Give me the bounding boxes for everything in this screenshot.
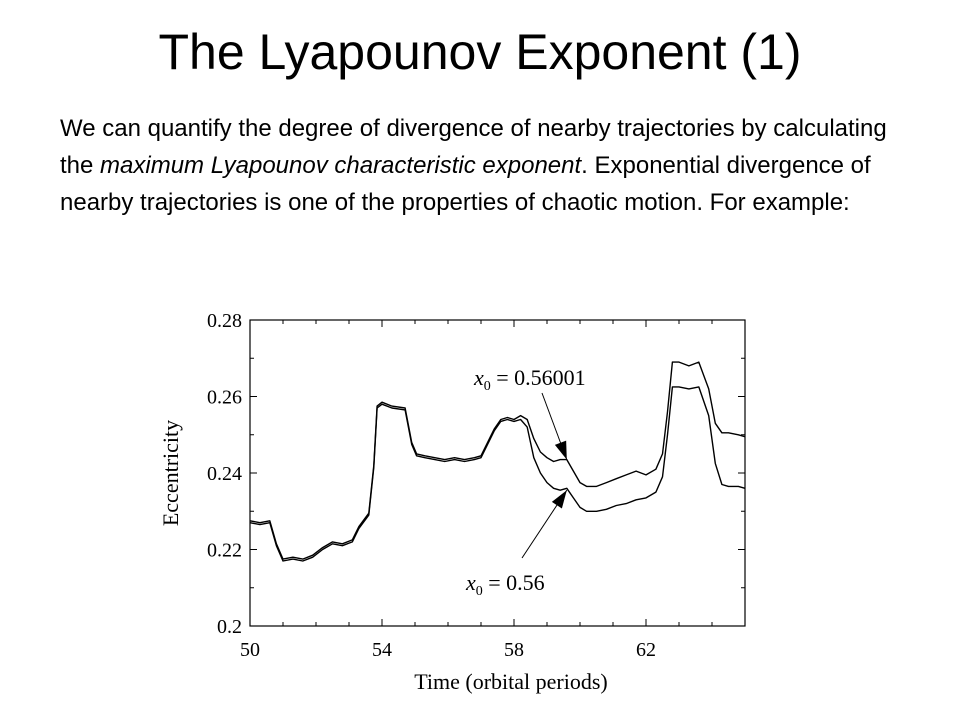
series-line-2 [249, 386, 746, 562]
body-paragraph: We can quantify the degree of divergence… [60, 110, 900, 221]
annotation-label: x0 = 0.56 [465, 570, 545, 599]
x-tick-label: 54 [372, 639, 392, 661]
annotation-label: x0 = 0.56001 [473, 365, 586, 394]
x-tick-label: 50 [240, 639, 260, 661]
annotation-2: x0 = 0.56 [465, 489, 568, 599]
paragraph-part1: We can quantify the degree of divergence… [60, 115, 887, 179]
annotation-1: x0 = 0.56001 [473, 365, 586, 460]
x-axis-label: Time (orbital periods) [414, 669, 608, 694]
paragraph-part2: . Exponential divergence of nearby traje… [60, 152, 871, 216]
annotation-arrowhead [551, 490, 567, 509]
ticks-group: 50 54 58 62 0.2 0.22 0.24 0.26 0.28 [207, 310, 745, 661]
series-group [249, 361, 746, 562]
x-tick-label: 58 [504, 639, 524, 661]
y-tick-label: 0.28 [207, 310, 242, 332]
slide-title: The Lyapounov Exponent (1) [158, 24, 802, 80]
paragraph-emphasis: maximum Lyapounov characteristic exponen… [100, 152, 582, 179]
y-tick-label: 0.2 [217, 616, 242, 638]
annotations-group: x0 = 0.56001 x0 = 0.56 [465, 365, 586, 599]
x-tick-label: 62 [636, 639, 656, 661]
annotation-arrowhead [554, 440, 567, 460]
y-axis-label: Eccentricity [158, 420, 183, 526]
series-line-1 [249, 361, 746, 560]
y-tick-label: 0.26 [207, 387, 242, 409]
y-tick-label: 0.24 [207, 463, 242, 485]
y-tick-label: 0.22 [207, 540, 242, 562]
